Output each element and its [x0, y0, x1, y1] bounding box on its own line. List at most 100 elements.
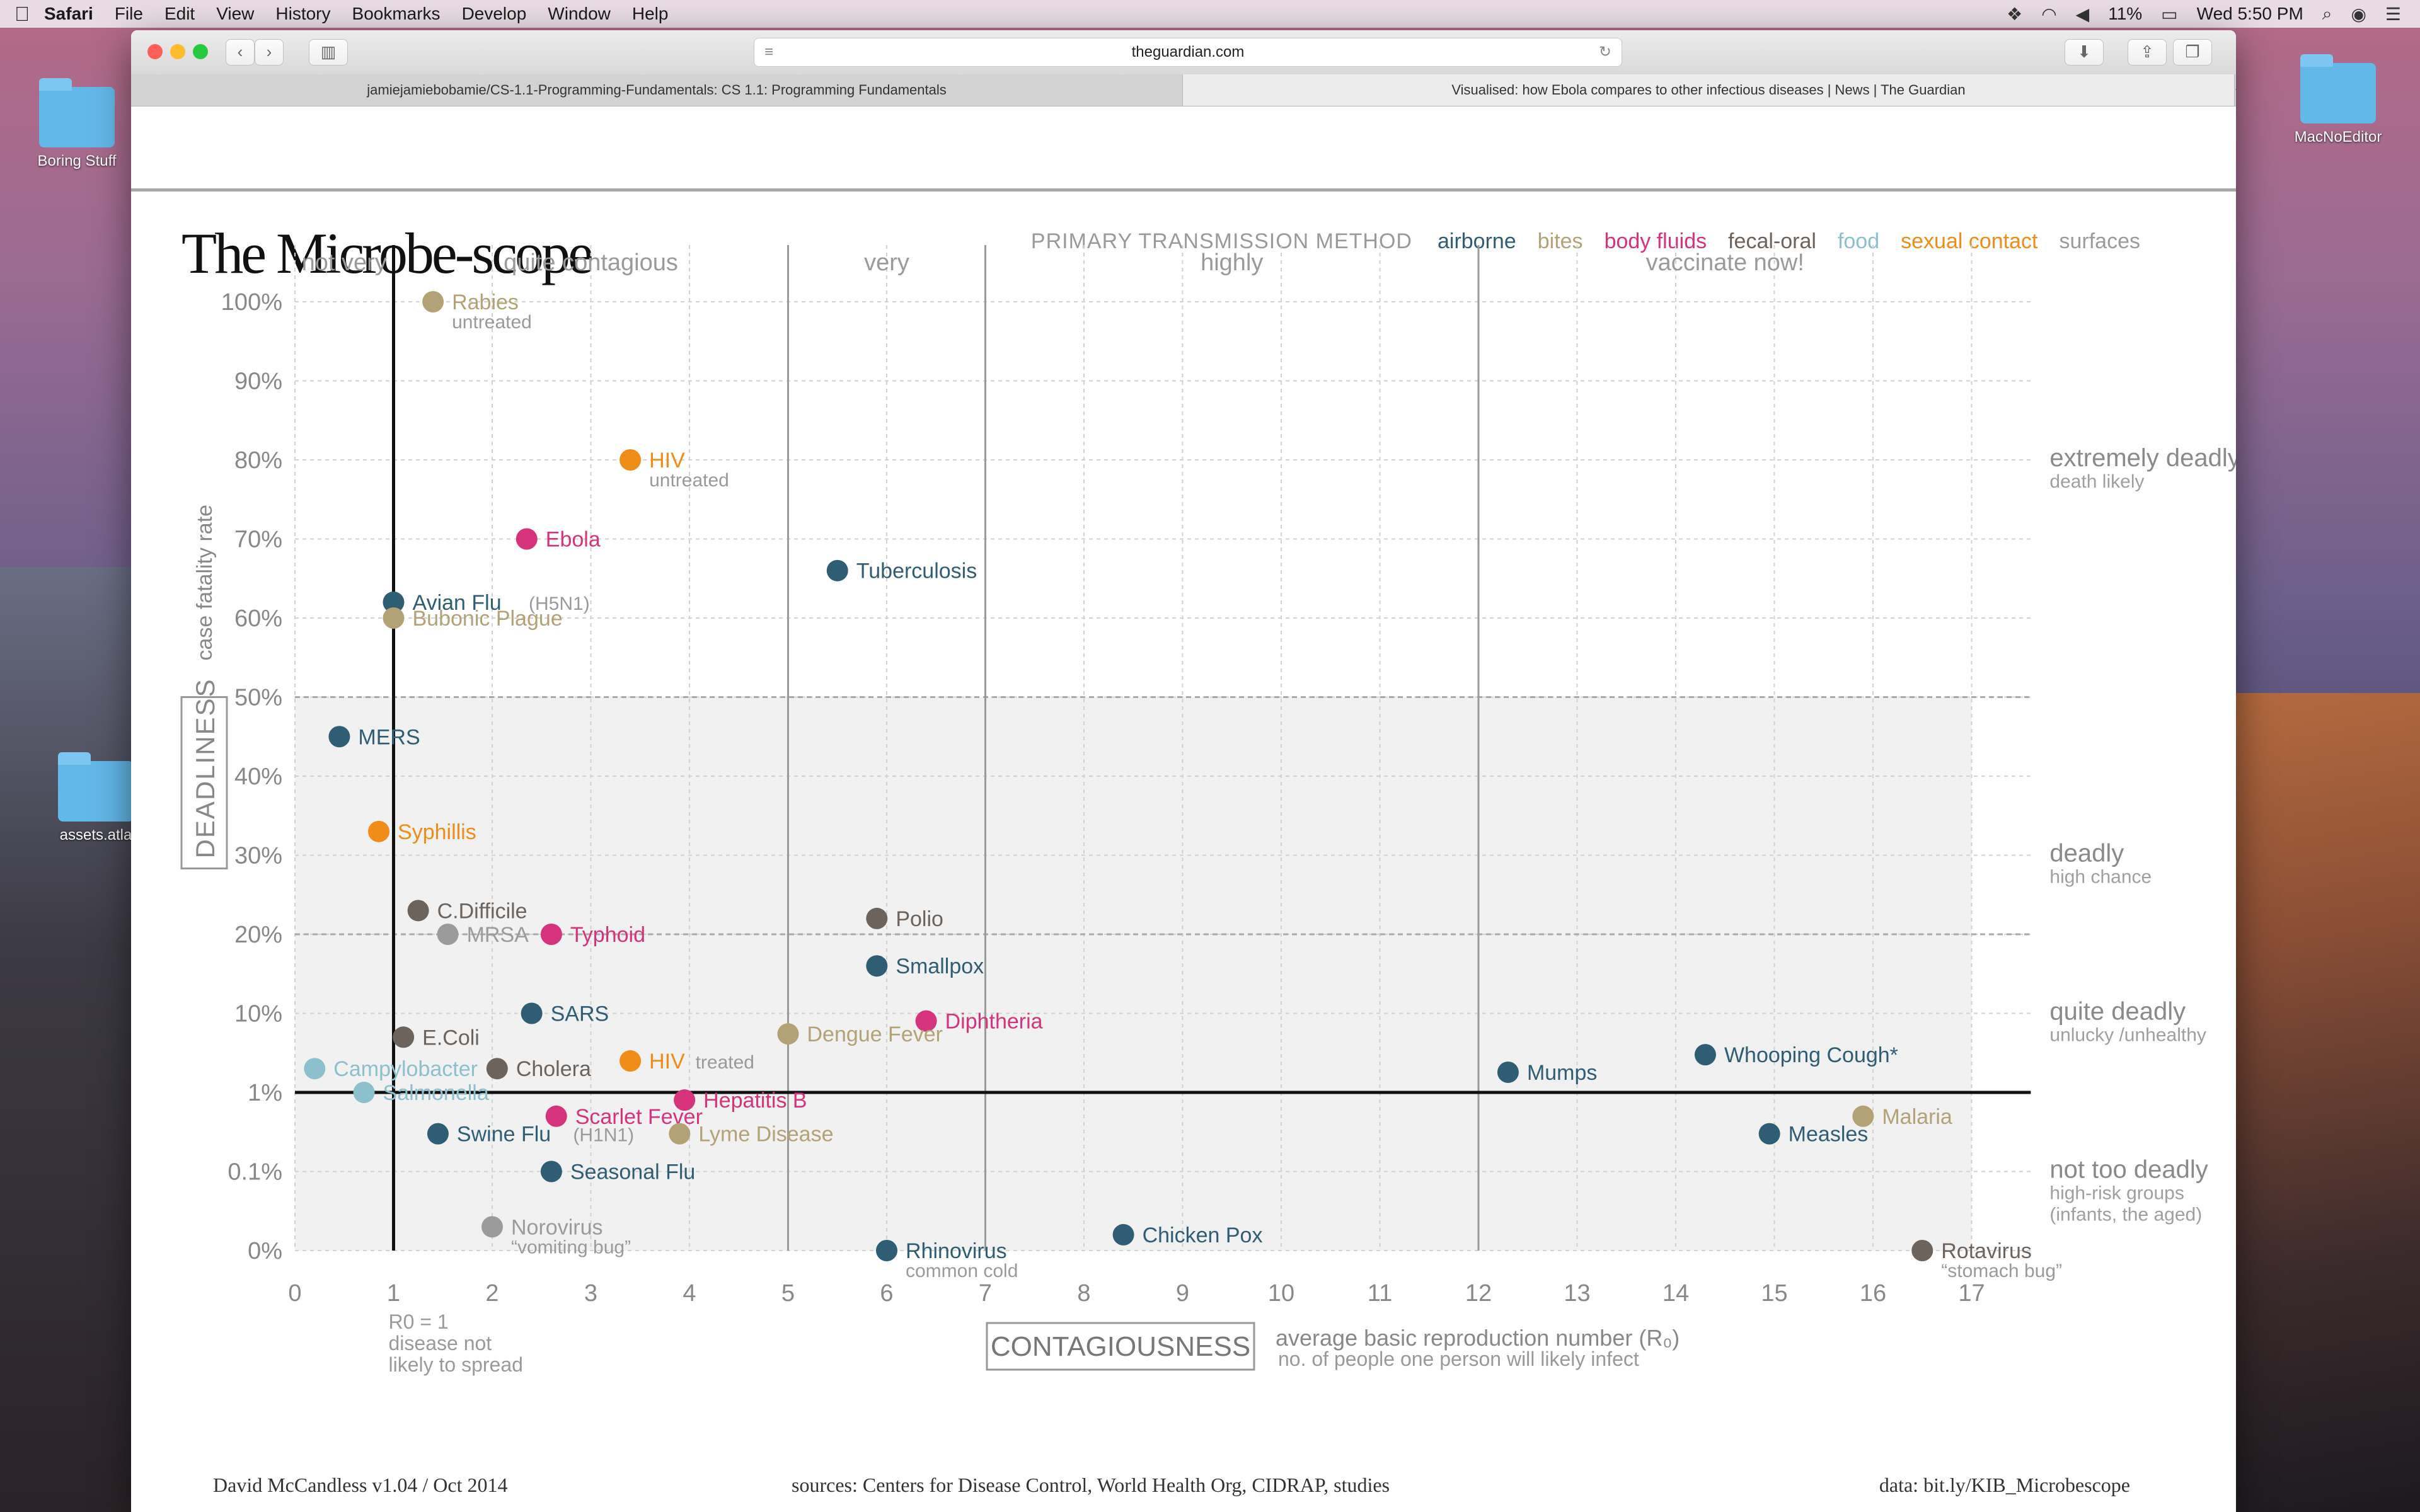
point-whooping-cough	[1694, 1044, 1716, 1066]
downloads-button[interactable]: ⬇	[2065, 39, 2104, 66]
y-tick-label: 1%	[248, 1080, 282, 1106]
siri-icon[interactable]: ◉	[2351, 4, 2366, 24]
folder-icon	[39, 78, 115, 147]
x-tick-label: 12	[1465, 1280, 1492, 1307]
point-syphillis	[368, 820, 390, 842]
wifi-icon[interactable]: ◠	[2041, 4, 2057, 24]
point-rhinovirus	[876, 1240, 897, 1261]
dropbox-icon[interactable]: ❖	[2007, 4, 2023, 24]
menu-file[interactable]: File	[114, 4, 143, 23]
y-tick-label: 20%	[234, 922, 282, 948]
deadliness-band-sub: high chance	[2049, 867, 2152, 888]
point-hiv	[619, 1050, 642, 1072]
y-tick-label: 90%	[234, 369, 282, 395]
microbe-scope-chart: not very quite contagious very highly vaccin…	[180, 245, 2236, 1376]
x-tick-label: 11	[1368, 1280, 1392, 1307]
point-label-hepatitis-b: Hepatitis B	[703, 1089, 807, 1113]
menu-help[interactable]: Help	[631, 4, 669, 23]
point-label-norovirus: Norovirus	[511, 1215, 602, 1239]
zone-label: highly	[1201, 249, 1263, 276]
desktop-folder-assets[interactable]: assets.atla	[26, 752, 165, 844]
point-lyme-disease	[669, 1123, 691, 1145]
deadliness-band-sub: unlucky /unhealthy	[2049, 1025, 2206, 1046]
x-tick-label: 13	[1564, 1280, 1590, 1307]
point-avian-flu	[383, 591, 405, 613]
menu-view[interactable]: View	[216, 4, 255, 23]
menu-clock[interactable]: Wed 5:50 PM	[2196, 4, 2303, 23]
browser-toolbar: ‹ › ▥ ≡ theguardian.com ↻ ⬇ ⇪ ❐	[131, 30, 2236, 75]
new-tab-button[interactable]: +	[2235, 74, 2236, 106]
point-note: (H5N1)	[529, 593, 590, 614]
minimize-window-button[interactable]	[170, 44, 185, 59]
reload-icon[interactable]: ↻	[1598, 43, 1611, 60]
forward-button[interactable]: ›	[255, 39, 284, 66]
point-note: common cold	[906, 1261, 1018, 1281]
point-measles	[1758, 1123, 1780, 1145]
x-tick-label: 5	[781, 1280, 795, 1307]
point-label-smallpox: Smallpox	[896, 954, 984, 978]
point-label-chicken-pox: Chicken Pox	[1143, 1223, 1263, 1247]
point-polio	[866, 907, 888, 929]
zoom-window-button[interactable]	[193, 44, 208, 59]
menu-window[interactable]: Window	[548, 4, 611, 23]
safari-window: ‹ › ▥ ≡ theguardian.com ↻ ⬇ ⇪ ❐ jamiejam…	[131, 30, 2236, 1512]
menu-edit[interactable]: Edit	[164, 4, 195, 23]
point-salmonella	[353, 1082, 375, 1103]
reader-view-icon[interactable]: ≡	[764, 43, 774, 60]
download-icon: ⬇	[2077, 42, 2091, 61]
battery-icon[interactable]: ▭	[2161, 4, 2178, 24]
x-tick-label: 16	[1860, 1280, 1886, 1307]
share-button[interactable]: ⇪	[2128, 39, 2167, 66]
notification-center-icon[interactable]: ☰	[2385, 4, 2401, 24]
point-hepatitis-b	[674, 1089, 696, 1111]
point-label-campylobacter: Campylobacter	[333, 1057, 478, 1081]
y-tick-label: 50%	[234, 685, 282, 711]
address-bar[interactable]: ≡ theguardian.com ↻	[754, 38, 1622, 67]
deadliness-band-label: extremely deadly	[2049, 444, 2236, 472]
menu-develop[interactable]: Develop	[461, 4, 527, 23]
menu-bookmarks[interactable]: Bookmarks	[352, 4, 441, 23]
tab-github[interactable]: jamiejamiebobamie/CS-1.1-Programming-Fun…	[131, 74, 1183, 106]
point-label-mers: MERS	[358, 725, 420, 749]
back-button[interactable]: ‹	[226, 39, 255, 66]
x-tick-label: 10	[1268, 1280, 1294, 1307]
apple-menu-icon[interactable]: 	[0, 3, 44, 26]
desktop-icon-label: Boring Stuff	[37, 152, 117, 169]
point-label-swine-flu: Swine Flu	[457, 1123, 551, 1147]
deadliness-band-sub: death likely	[2049, 471, 2144, 492]
x-tick-label: 17	[1958, 1280, 1985, 1307]
point-note: “stomach bug”	[1941, 1261, 2062, 1281]
desktop-folder-boring-stuff[interactable]: Boring Stuff	[8, 78, 146, 170]
zone-label: very	[864, 249, 909, 276]
battery-percent[interactable]: 11%	[2108, 4, 2143, 23]
menu-app-name[interactable]: Safari	[44, 4, 93, 23]
footer-sources: sources: Centers for Disease Control, Wo…	[792, 1474, 1390, 1496]
footer-data-link[interactable]: data: bit.ly/KIB_Microbescope	[1879, 1474, 2130, 1496]
volume-icon[interactable]: ◀	[2075, 4, 2090, 24]
desktop-folder-macnoeditor[interactable]: MacNoEditor	[2269, 54, 2407, 146]
zone-label: vaccinate now!	[1646, 249, 1804, 276]
point-label-e-coli: E.Coli	[422, 1026, 480, 1050]
point-label-avian-flu: Avian Flu	[413, 591, 502, 615]
r0-note: likely to spread	[389, 1353, 523, 1376]
point-label-seasonal-flu: Seasonal Flu	[570, 1160, 695, 1184]
tab-overview-button[interactable]: ❐	[2173, 39, 2212, 66]
menu-history[interactable]: History	[275, 4, 331, 23]
desktop-wallpaper-right	[2231, 693, 2420, 1512]
point-campylobacter	[304, 1058, 326, 1080]
legend-header: PRIMARY TRANSMISSION METHOD	[1030, 229, 1412, 253]
close-window-button[interactable]	[147, 44, 163, 59]
deadliness-band-sub: high-risk groups	[2049, 1183, 2184, 1204]
point-scarlet-fever	[545, 1105, 567, 1127]
legend-item-bites: bites	[1537, 229, 1583, 253]
deadliness-band-label: quite deadly	[2049, 998, 2186, 1026]
point-chicken-pox	[1112, 1223, 1134, 1246]
sidebar-toggle-button[interactable]: ▥	[309, 39, 348, 66]
tab-guardian[interactable]: Visualised: how Ebola compares to other …	[1183, 74, 2235, 106]
point-label-sars: SARS	[551, 1002, 609, 1026]
url-text: theguardian.com	[1131, 43, 1245, 60]
spotlight-search-icon[interactable]: ⌕	[2322, 3, 2332, 23]
point-label-polio: Polio	[896, 907, 943, 931]
point-seasonal-flu	[540, 1160, 562, 1183]
point-label-diphtheria: Diphtheria	[945, 1010, 1043, 1034]
